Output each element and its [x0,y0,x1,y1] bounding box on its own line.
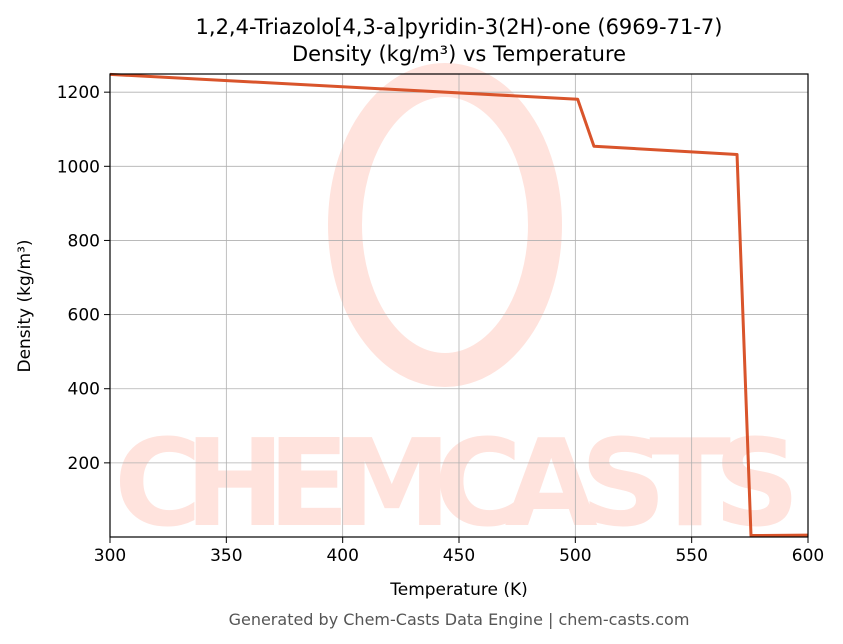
y-axis-label: Density (kg/m³) [15,239,35,372]
chart-subtitle: Density (kg/m³) vs Temperature [292,42,626,66]
y-tick-label: 600 [68,306,100,326]
plot-frame [109,73,809,538]
y-tick-label: 1000 [57,157,100,177]
x-tick-label: 300 [94,546,126,566]
x-tick-label: 600 [792,546,824,566]
footer: Generated by Chem-Casts Data Engine | ch… [229,610,690,629]
y-tick-label: 1200 [57,83,100,103]
watermark: CHEMCASTS [114,415,804,554]
y-tick-label: 800 [68,231,100,251]
x-tick-label: 400 [326,546,358,566]
y-tick-label: 400 [68,380,100,400]
x-tick-label: 500 [559,546,591,566]
y-tick-label: 200 [68,454,100,474]
data-line [109,72,809,538]
x-axis-label: Temperature (K) [389,580,528,600]
watermark-logo [328,63,562,387]
x-tick-label: 350 [210,546,242,566]
chart-title: 1,2,4-Triazolo[4,3-a]pyridin-3(2H)-one (… [196,15,723,39]
x-tick-label: 550 [675,546,707,566]
x-tick-label: 450 [443,546,475,566]
